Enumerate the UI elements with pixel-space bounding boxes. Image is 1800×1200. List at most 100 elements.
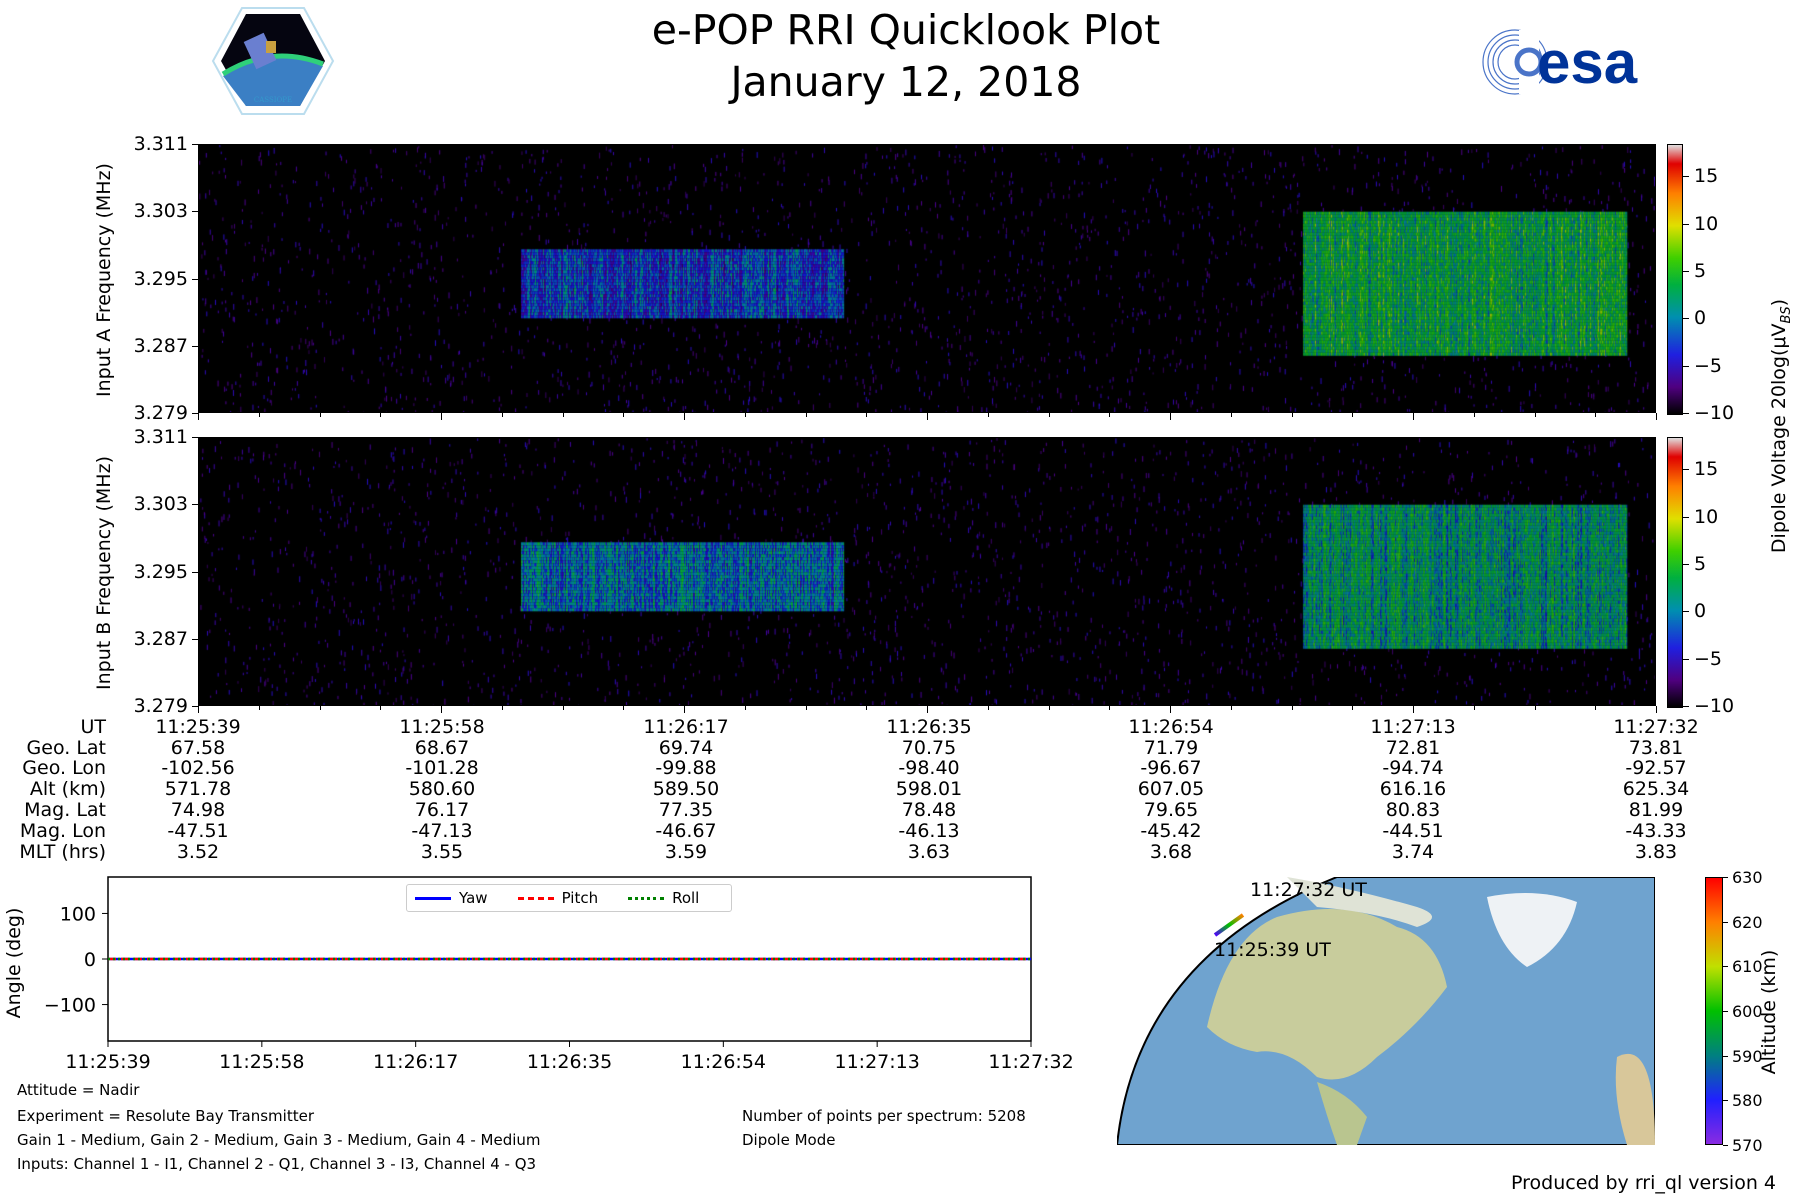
- attitude-x-tick-label: 11:26:17: [373, 1051, 458, 1073]
- ephemeris-cell: 616.16: [1333, 779, 1493, 799]
- ephemeris-cell: 11:26:17: [606, 717, 766, 737]
- attitude-ylabel: Angle (deg): [3, 903, 27, 1023]
- altitude-tick-mark: [1723, 1011, 1728, 1012]
- ephemeris-cell: 589.50: [606, 779, 766, 799]
- ephemeris-cell: -102.56: [118, 758, 278, 778]
- ephemeris-cell: 3.74: [1333, 842, 1493, 862]
- colorbar-tick-mark: [1683, 224, 1689, 225]
- x-tick-mark: [1413, 706, 1414, 713]
- colorbar-tick-label: −5: [1694, 356, 1722, 376]
- ephemeris-cell: 72.81: [1333, 738, 1493, 758]
- ephemeris-row-label: Mag. Lon: [0, 821, 106, 841]
- colorbar-tick-label: −10: [1694, 696, 1734, 716]
- colorbar-b: [1667, 437, 1683, 708]
- esa-logo: esa: [1477, 28, 1692, 96]
- ephemeris-cell: 580.60: [362, 779, 522, 799]
- ephemeris-cell: -101.28: [362, 758, 522, 778]
- x-tick-mark: [1170, 413, 1171, 420]
- spectrogram-input-a: [198, 144, 1656, 413]
- attitude-x-tick-label: 11:26:35: [527, 1051, 612, 1073]
- x-tick-mark: [623, 706, 624, 710]
- altitude-tick-label: 580: [1732, 1091, 1763, 1110]
- ephemeris-cell: 3.68: [1091, 842, 1251, 862]
- ephemeris-cell: 598.01: [849, 779, 1009, 799]
- colorbar-tick-label: 0: [1694, 308, 1706, 328]
- x-tick-mark: [806, 413, 807, 417]
- ephemeris-cell: 3.83: [1576, 842, 1736, 862]
- attitude-x-tick-label: 11:27:32: [988, 1051, 1073, 1073]
- cassiope-logo: CASSIOPE: [211, 6, 335, 116]
- ephemeris-cell: 11:26:35: [849, 717, 1009, 737]
- ephemeris-row-label: Alt (km): [0, 779, 106, 799]
- legend-roll: Roll: [628, 889, 699, 907]
- ephemeris-cell: -43.33: [1576, 821, 1736, 841]
- ephemeris-cell: -45.42: [1091, 821, 1251, 841]
- x-tick-mark: [1170, 706, 1171, 713]
- altitude-tick-label: 570: [1732, 1136, 1763, 1155]
- altitude-colorbar-label: Altitude (km): [1758, 937, 1782, 1087]
- x-tick-mark: [745, 413, 746, 417]
- colorbar-tick-mark: [1683, 318, 1689, 319]
- y-tick-label: 3.303: [118, 494, 188, 514]
- svg-text:CASSIOPE: CASSIOPE: [254, 96, 292, 104]
- ephemeris-cell: 607.05: [1091, 779, 1251, 799]
- colorbar-tick-mark: [1683, 413, 1689, 414]
- ephemeris-cell: -47.51: [118, 821, 278, 841]
- attitude-legend: Yaw Pitch Roll: [406, 884, 732, 912]
- roll-swatch: [628, 897, 664, 900]
- x-tick-mark: [320, 413, 321, 417]
- colorbar-tick-label: 5: [1694, 554, 1706, 574]
- colorbar-tick-mark: [1683, 564, 1689, 565]
- x-tick-mark: [1656, 413, 1657, 420]
- yaw-swatch: [415, 897, 451, 900]
- x-tick-mark: [320, 706, 321, 710]
- colorbar-tick-label: 10: [1694, 214, 1718, 234]
- ephemeris-cell: 68.67: [362, 738, 522, 758]
- altitude-tick-mark: [1723, 1145, 1728, 1146]
- x-tick-mark: [502, 706, 503, 710]
- colorbar-tick-label: −5: [1694, 649, 1722, 669]
- x-tick-mark: [1474, 706, 1475, 710]
- footer-experiment: Experiment = Resolute Bay Transmitter: [17, 1107, 314, 1125]
- input-b-ylabel: Input B Frequency (MHz): [93, 418, 117, 728]
- x-tick-mark: [866, 706, 867, 710]
- x-tick-mark: [684, 413, 685, 420]
- y-tick-mark: [192, 437, 198, 438]
- ephemeris-cell: 76.17: [362, 800, 522, 820]
- colorbar-label-end: ): [1768, 299, 1790, 306]
- y-tick-label: 3.295: [118, 269, 188, 289]
- x-tick-mark: [988, 706, 989, 710]
- ephemeris-cell: -46.13: [849, 821, 1009, 841]
- ephemeris-cell: 11:27:13: [1333, 717, 1493, 737]
- ephemeris-cell: 3.55: [362, 842, 522, 862]
- colorbar-label: Dipole Voltage 20log(μVBS): [1768, 266, 1792, 586]
- attitude-y-tick-label: −100: [44, 995, 96, 1017]
- ephemeris-cell: 79.65: [1091, 800, 1251, 820]
- x-tick-mark: [1474, 413, 1475, 417]
- altitude-tick-mark: [1723, 1056, 1728, 1057]
- x-tick-mark: [1535, 413, 1536, 417]
- ephemeris-cell: 571.78: [118, 779, 278, 799]
- ephemeris-cell: -98.40: [849, 758, 1009, 778]
- y-tick-label: 3.287: [118, 336, 188, 356]
- x-tick-mark: [563, 413, 564, 417]
- colorbar-tick-label: 15: [1694, 459, 1718, 479]
- legend-yaw: Yaw: [415, 889, 488, 907]
- ephemeris-cell: 11:25:58: [362, 717, 522, 737]
- y-tick-mark: [192, 279, 198, 280]
- y-tick-label: 3.279: [118, 696, 188, 716]
- colorbar-tick-mark: [1683, 271, 1689, 272]
- spectrogram-a-image: [199, 145, 1655, 412]
- input-a-ylabel: Input A Frequency (MHz): [93, 125, 117, 435]
- colorbar-tick-mark: [1683, 176, 1689, 177]
- footer-mode: Dipole Mode: [742, 1131, 835, 1149]
- ephemeris-cell: -96.67: [1091, 758, 1251, 778]
- ephemeris-cell: -44.51: [1333, 821, 1493, 841]
- ephemeris-cell: 11:25:39: [118, 717, 278, 737]
- colorbar-tick-mark: [1683, 706, 1689, 707]
- ephemeris-cell: -94.74: [1333, 758, 1493, 778]
- colorbar-label-text: Dipole Voltage 20log(μV: [1768, 324, 1790, 554]
- ephemeris-row-label: Geo. Lat: [0, 738, 106, 758]
- svg-text:esa: esa: [1537, 29, 1638, 96]
- ephemeris-cell: 11:26:54: [1091, 717, 1251, 737]
